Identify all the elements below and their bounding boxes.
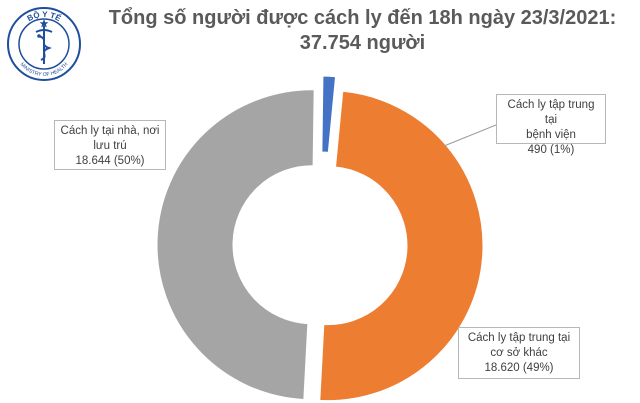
hospital-leader-line xyxy=(443,124,497,147)
callout-hospital-value: 490 (1%) xyxy=(527,144,575,156)
donut-slices xyxy=(156,75,484,402)
callout-home-value: 18.644 (50%) xyxy=(75,155,145,167)
callout-hospital: Cách ly tập trung tại bệnh viện 490 (1%) xyxy=(496,94,606,156)
callout-home-label-2: lưu trú xyxy=(93,140,127,152)
callout-leaders xyxy=(443,124,497,147)
callout-other-label-1: Cách ly tập trung tại xyxy=(467,332,571,344)
logo-star-icon xyxy=(39,19,49,28)
callout-home: Cách ly tại nhà, nơi lưu trú 18.644 (50%… xyxy=(54,120,166,170)
chart-title: Tổng số người được cách ly đến 18h ngày … xyxy=(90,6,635,56)
callout-hospital-label-1: Cách ly tập trung tại xyxy=(507,99,595,126)
chart-title-line2: 37.754 người xyxy=(299,32,426,54)
callout-other-label-2: cơ sở khác xyxy=(490,347,548,359)
logo-top-text: BỘ Y TẾ xyxy=(26,10,64,24)
callout-other-value: 18.620 (49%) xyxy=(484,362,554,374)
ministry-logo: BỘ Y TẾ MINISTRY OF HEALTH xyxy=(6,6,82,82)
chart-title-line1: Tổng số người được cách ly đến 18h ngày … xyxy=(108,7,617,29)
slice-home xyxy=(156,89,315,401)
slice-hospital xyxy=(321,75,337,153)
callout-home-label-1: Cách ly tại nhà, nơi xyxy=(60,125,160,137)
caduceus-icon xyxy=(35,26,53,64)
callout-hospital-label-2: bệnh viện xyxy=(526,129,576,141)
ministry-logo-graphic: BỘ Y TẾ MINISTRY OF HEALTH xyxy=(7,7,81,81)
slice-other xyxy=(319,90,484,402)
callout-other: Cách ly tập trung tại cơ sở khác 18.620 … xyxy=(458,327,580,379)
